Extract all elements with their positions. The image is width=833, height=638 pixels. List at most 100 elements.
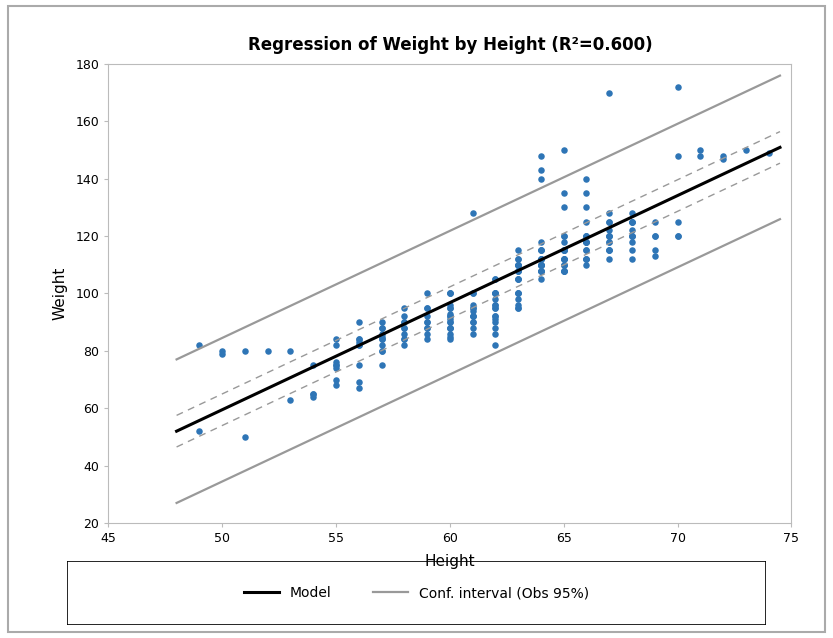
Point [580,254,593,264]
Point [397,303,411,313]
Point [329,334,342,345]
Point [648,217,661,227]
Point [580,174,593,184]
Point [534,260,547,270]
Point [671,231,684,241]
Point [511,260,525,270]
Point [489,288,502,299]
Point [466,306,479,316]
Point [511,265,525,276]
Point [421,303,434,313]
Point [489,288,502,299]
Point [466,300,479,310]
Point [375,334,388,345]
Point [626,254,639,264]
Point [375,323,388,333]
Point [557,245,571,255]
Point [489,274,502,285]
Point [489,294,502,304]
Point [443,300,456,310]
Point [557,254,571,264]
Point [557,265,571,276]
Point [626,231,639,241]
Point [716,151,730,161]
Point [557,260,571,270]
Point [216,348,229,359]
Point [534,260,547,270]
Point [466,311,479,322]
Point [557,265,571,276]
Point [397,340,411,350]
Point [375,317,388,327]
Point [557,202,571,212]
Y-axis label: Weight: Weight [52,267,67,320]
Point [557,245,571,255]
Point [397,334,411,345]
Point [397,317,411,327]
Point [443,334,456,345]
Point [375,334,388,345]
Point [443,332,456,342]
Point [557,245,571,255]
Point [557,265,571,276]
Point [511,288,525,299]
Point [375,346,388,356]
Point [602,254,616,264]
Point [421,317,434,327]
Point [602,237,616,247]
Point [489,311,502,322]
Point [511,245,525,255]
Point [307,392,320,402]
Point [602,245,616,255]
Point [580,202,593,212]
Point [284,394,297,405]
Point [375,360,388,370]
Point [443,311,456,322]
Point [466,311,479,322]
Point [511,294,525,304]
Point [329,375,342,385]
Point [443,303,456,313]
Point [580,254,593,264]
Point [443,309,456,319]
Point [397,323,411,333]
Point [580,245,593,255]
Point [671,82,684,92]
Point [307,360,320,370]
Point [352,378,366,388]
Point [626,231,639,241]
Point [466,288,479,299]
Point [557,145,571,155]
Point [329,360,342,370]
Point [648,231,661,241]
Point [329,340,342,350]
Point [466,311,479,322]
Point [443,288,456,299]
Point [534,265,547,276]
Point [307,389,320,399]
Point [534,165,547,175]
Point [648,245,661,255]
Point [489,300,502,310]
Point [261,346,274,356]
Point [534,274,547,285]
Point [421,317,434,327]
Point [375,332,388,342]
Title: Regression of Weight by Height (R²=0.600): Regression of Weight by Height (R²=0.600… [247,36,652,54]
Point [511,274,525,285]
Point [443,323,456,333]
Point [511,288,525,299]
Point [466,208,479,218]
Point [557,188,571,198]
Point [466,317,479,327]
Point [489,300,502,310]
Point [466,303,479,313]
Point [375,323,388,333]
Point [626,245,639,255]
Point [216,346,229,356]
Point [489,323,502,333]
Point [557,265,571,276]
Point [671,217,684,227]
Point [580,260,593,270]
Point [580,237,593,247]
